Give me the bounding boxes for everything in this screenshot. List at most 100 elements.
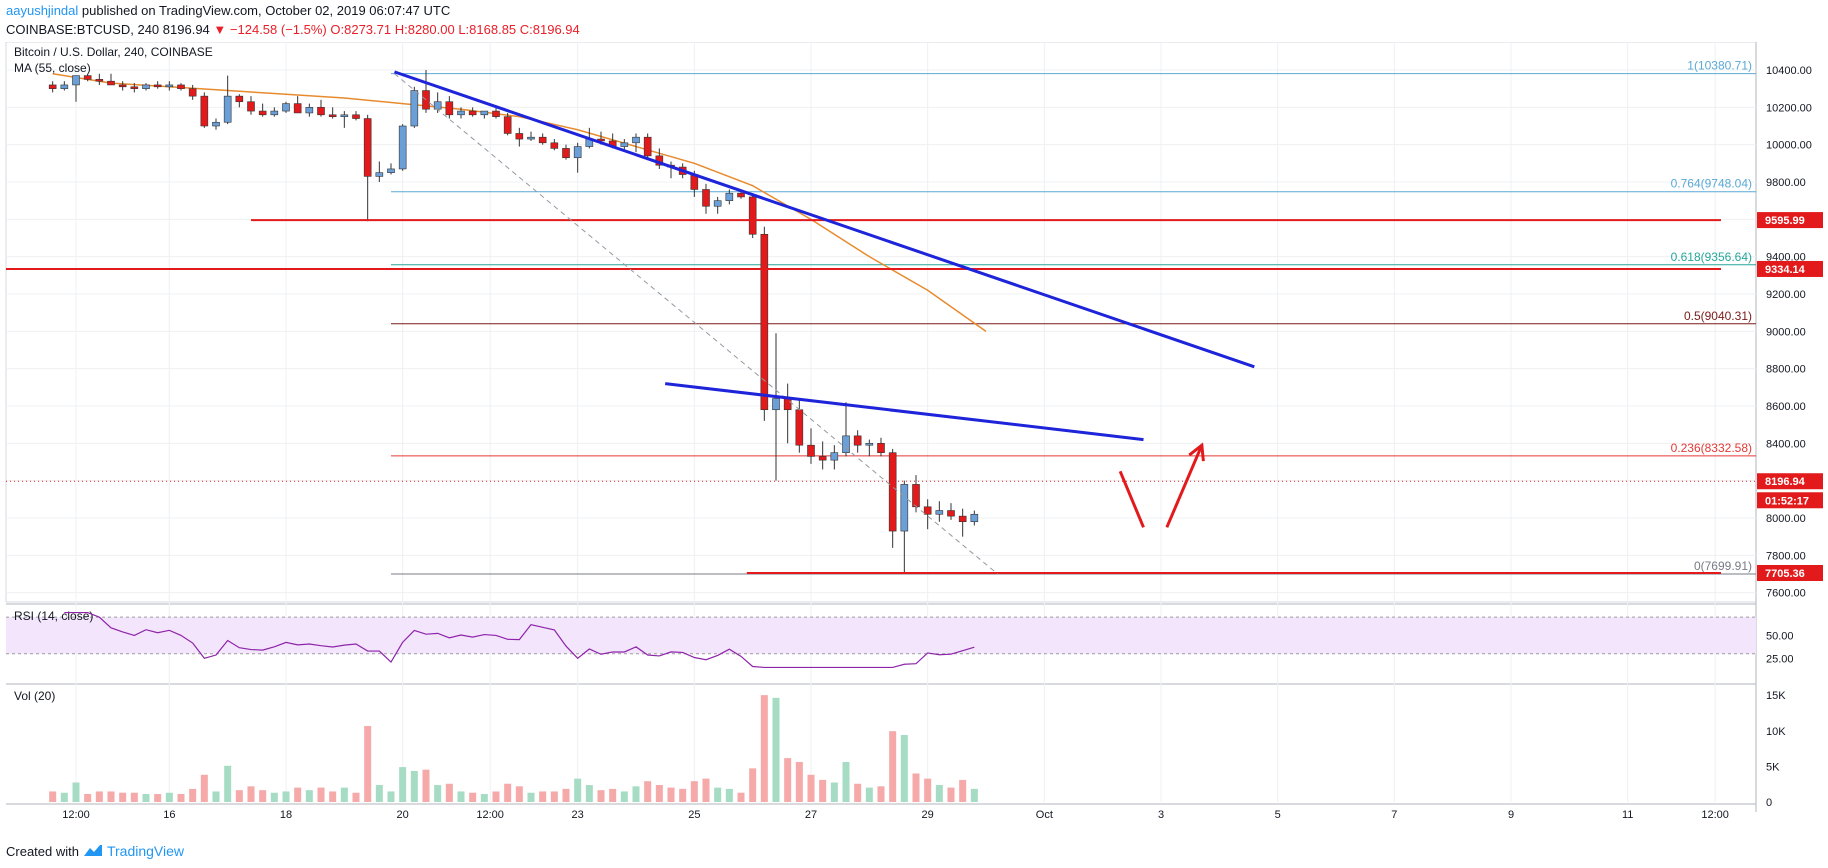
author-link[interactable]: aayushjindal: [6, 3, 79, 18]
candle: [830, 445, 839, 470]
fib-label: 0(7699.91): [1694, 559, 1752, 573]
vol-bar: [387, 791, 395, 802]
price-label-text: 7705.36: [1765, 568, 1805, 580]
rsi-line: [64, 611, 975, 669]
vol-bar: [352, 792, 360, 802]
vol-bar: [585, 785, 593, 802]
x-tick-label: 5: [1275, 809, 1281, 821]
symbol-name: COINBASE:BTCUSD, 240: [6, 22, 160, 37]
candle: [783, 383, 792, 444]
candle-body: [737, 192, 745, 198]
candle: [877, 437, 885, 457]
tradingview-brand[interactable]: TradingView: [106, 843, 185, 859]
y-tick-label: 8600.00: [1766, 401, 1806, 413]
price-label-box: [1757, 564, 1823, 581]
x-tick-label: 9: [1508, 809, 1514, 821]
candle-body: [538, 136, 547, 144]
candle: [620, 139, 629, 151]
fib-label: 0.236(8332.58): [1671, 441, 1752, 455]
candle-body: [282, 103, 290, 112]
vol-bar: [84, 794, 92, 802]
created-with-text: Created with: [6, 843, 79, 859]
vol-bar: [224, 765, 232, 802]
vol-bar: [72, 782, 80, 802]
candle-body: [60, 84, 69, 89]
candle: [83, 73, 92, 82]
candle: [282, 101, 290, 113]
vol-bar: [539, 791, 547, 802]
candle: [888, 448, 897, 548]
y-tick-label: 10000.00: [1766, 140, 1812, 152]
candle: [48, 81, 57, 93]
rsi-tick-label: 25.00: [1766, 653, 1794, 665]
candle: [258, 103, 267, 117]
vol-bar: [177, 794, 185, 802]
candle: [562, 144, 570, 160]
fib-diagonal-line: [394, 73, 998, 575]
vol-bar: [574, 778, 582, 802]
arrow-head: [1188, 442, 1205, 462]
vol-bar: [889, 731, 897, 802]
candle-body: [177, 84, 185, 89]
candle-body: [270, 110, 279, 116]
vol-bar: [749, 768, 757, 802]
chart-area[interactable]: 1(10380.71) 0.764(9748.04) 0.618(9356.64) 0…: [0, 41, 1828, 847]
ma-line: [52, 72, 987, 332]
published-text: published on TradingView.com, October 02…: [81, 3, 451, 18]
vol-bar: [119, 792, 127, 802]
candle-body: [807, 444, 815, 457]
candle-body: [702, 189, 710, 207]
price-label-text: 01:52:17: [1765, 495, 1809, 507]
candle: [352, 111, 360, 121]
candle-body: [760, 233, 769, 411]
x-tick-label: 12:00: [1701, 809, 1729, 821]
x-tick-label: 20: [397, 809, 409, 821]
x-tick-label: 16: [163, 809, 175, 821]
vol-tick-label: 0: [1766, 797, 1772, 809]
price-change: −124.58 (−1.5%): [229, 22, 327, 37]
candle: [177, 83, 185, 91]
vol-bar: [609, 788, 617, 802]
candle: [538, 133, 547, 145]
x-tick-label: 12:00: [62, 809, 90, 821]
x-tick-label: 12:00: [476, 809, 504, 821]
vol-bar: [760, 695, 768, 802]
candle-body: [363, 118, 372, 177]
vol-bar: [469, 792, 477, 802]
candle-body: [142, 84, 150, 89]
vol-bar: [329, 791, 337, 802]
vol-bar: [60, 792, 68, 802]
candle-body: [935, 510, 944, 515]
candle: [293, 96, 302, 114]
forecast-arrow: [1118, 470, 1145, 528]
candle: [573, 142, 582, 173]
x-tick-label: 3: [1158, 809, 1164, 821]
candle: [923, 499, 932, 530]
y-tick-label: 9200.00: [1766, 289, 1806, 301]
candle-body: [958, 515, 967, 523]
candle: [410, 86, 419, 128]
candle: [853, 430, 862, 453]
x-tick-label: 29: [922, 809, 934, 821]
y-tick-label: 10400.00: [1766, 65, 1812, 77]
last-price: 8196.94: [162, 22, 210, 37]
vol-bar: [259, 790, 267, 802]
vol-bar: [597, 790, 605, 802]
vol-bar: [807, 774, 815, 802]
price-label-text: 9595.99: [1765, 215, 1805, 227]
vol-tick-label: 5K: [1766, 761, 1780, 773]
vol-bar: [865, 787, 873, 802]
candle: [247, 96, 255, 115]
candle-body: [153, 84, 162, 88]
candle: [188, 84, 197, 100]
price-chart[interactable]: 1(10380.71) 0.764(9748.04) 0.618(9356.64) 0…: [0, 41, 1828, 842]
vol-bar: [305, 790, 313, 802]
rsi-panel: RSI (14, close) 50.00 25.00: [6, 609, 1794, 669]
candle-body: [865, 443, 874, 446]
candle: [970, 510, 979, 526]
candle-body: [492, 110, 500, 117]
vol-bar: [142, 794, 150, 802]
candle: [468, 107, 477, 117]
candle: [900, 480, 909, 574]
vol-bar: [212, 791, 220, 802]
